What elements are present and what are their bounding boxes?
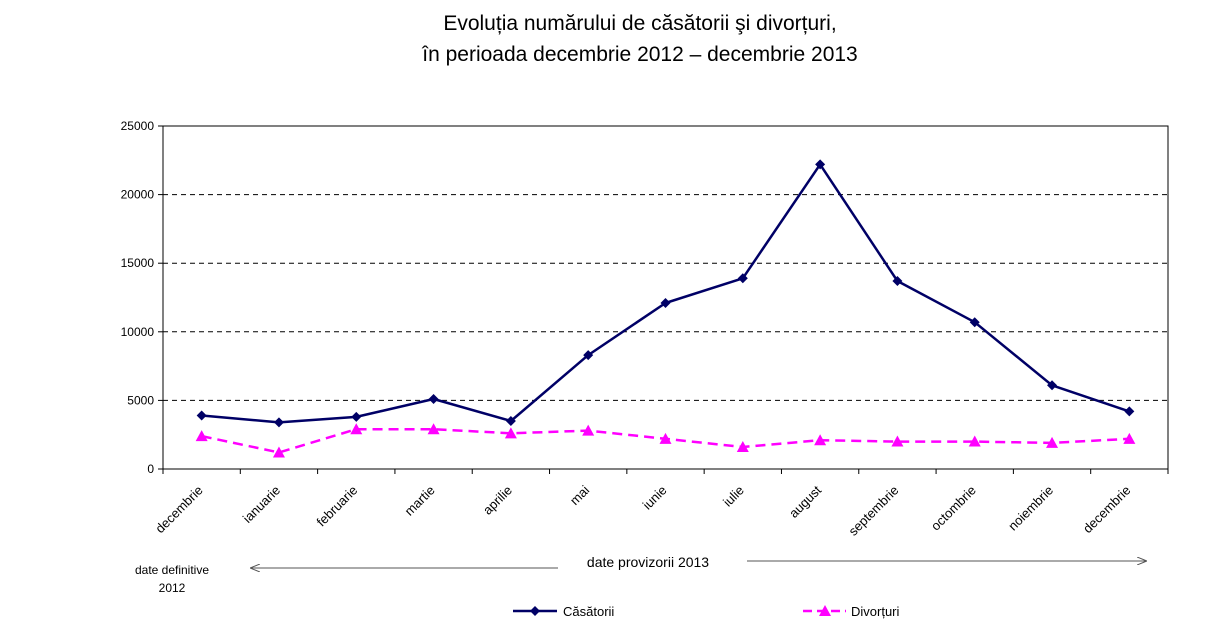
x-tick-label: mai: [567, 482, 592, 507]
legend-label-casatorii: Căsătorii: [563, 604, 614, 619]
x-axis-labels: decembrie ianuarie februarie martie aprilie m…: [152, 469, 1169, 539]
data-point-divorturi: [814, 434, 827, 446]
data-point-casatorii: [660, 297, 671, 308]
data-point-divorturi: [582, 424, 595, 436]
y-tick-label: 5000: [127, 393, 154, 407]
data-point-casatorii: [1047, 380, 1058, 391]
x-tick-label: ianuarie: [240, 483, 283, 526]
legend: Căsătorii Divorțuri: [513, 604, 900, 619]
data-point-casatorii: [583, 350, 594, 361]
x-tick-label: aprilie: [480, 483, 515, 518]
x-tick-label: august: [786, 482, 824, 520]
data-point-divorturi: [891, 435, 904, 447]
provisional-label: date provizorii 2013: [587, 554, 709, 570]
legend-item-casatorii: Căsătorii: [513, 604, 614, 619]
data-point-divorturi: [195, 430, 208, 442]
y-tick-label: 25000: [121, 119, 155, 133]
data-point-divorturi: [968, 435, 981, 447]
data-point-divorturi: [659, 432, 672, 444]
data-point-casatorii: [1124, 406, 1135, 417]
data-point-casatorii: [737, 273, 748, 284]
x-tick-label: iulie: [720, 483, 747, 510]
x-tick-label: martie: [402, 483, 438, 519]
data-point-divorturi: [350, 423, 363, 435]
data-point-divorturi: [736, 441, 749, 453]
definitive-label-line-1: date definitive: [135, 563, 209, 577]
data-point-casatorii: [351, 411, 362, 422]
legend-item-divorturi: Divorțuri: [803, 604, 900, 619]
data-point-divorturi: [272, 446, 285, 458]
x-tick-label: septembrie: [845, 483, 901, 539]
x-tick-label: iunie: [640, 483, 670, 513]
gridlines: [163, 194, 1168, 401]
x-tick-label: noiembrie: [1005, 483, 1056, 534]
data-point-divorturi: [504, 427, 517, 439]
series-layer: [195, 159, 1136, 458]
data-point-divorturi: [1123, 432, 1136, 444]
data-point-casatorii: [196, 410, 207, 421]
data-point-casatorii: [892, 276, 903, 287]
plot-area: [162, 125, 1169, 470]
legend-triangle-icon: [819, 605, 831, 616]
data-point-casatorii: [273, 417, 284, 428]
chart-title-line-1: Evoluția numărului de căsătorii şi divor…: [443, 12, 836, 35]
x-tick-label: decembrie: [1080, 483, 1134, 537]
chart-title-line-2: în perioada decembrie 2012 – decembrie 2…: [421, 43, 857, 66]
x-tick-label: decembrie: [152, 483, 206, 537]
data-point-casatorii: [969, 317, 980, 328]
data-point-casatorii: [428, 394, 439, 405]
x-tick-label: februarie: [314, 483, 361, 530]
y-axis-ticks: 0 5000 10000 15000 20000 25000: [121, 119, 163, 476]
data-point-casatorii: [505, 415, 516, 426]
data-point-divorturi: [427, 423, 440, 435]
y-tick-label: 10000: [121, 325, 155, 339]
y-tick-label: 20000: [121, 188, 155, 202]
data-point-casatorii: [815, 159, 826, 170]
y-tick-label: 15000: [121, 256, 155, 270]
x-tick-label: octombrie: [928, 483, 979, 534]
data-point-divorturi: [1046, 436, 1059, 448]
definitive-label-line-2: 2012: [159, 581, 186, 595]
y-tick-label: 0: [147, 462, 154, 476]
legend-label-divorturi: Divorțuri: [851, 604, 900, 619]
legend-diamond-icon: [530, 606, 540, 616]
